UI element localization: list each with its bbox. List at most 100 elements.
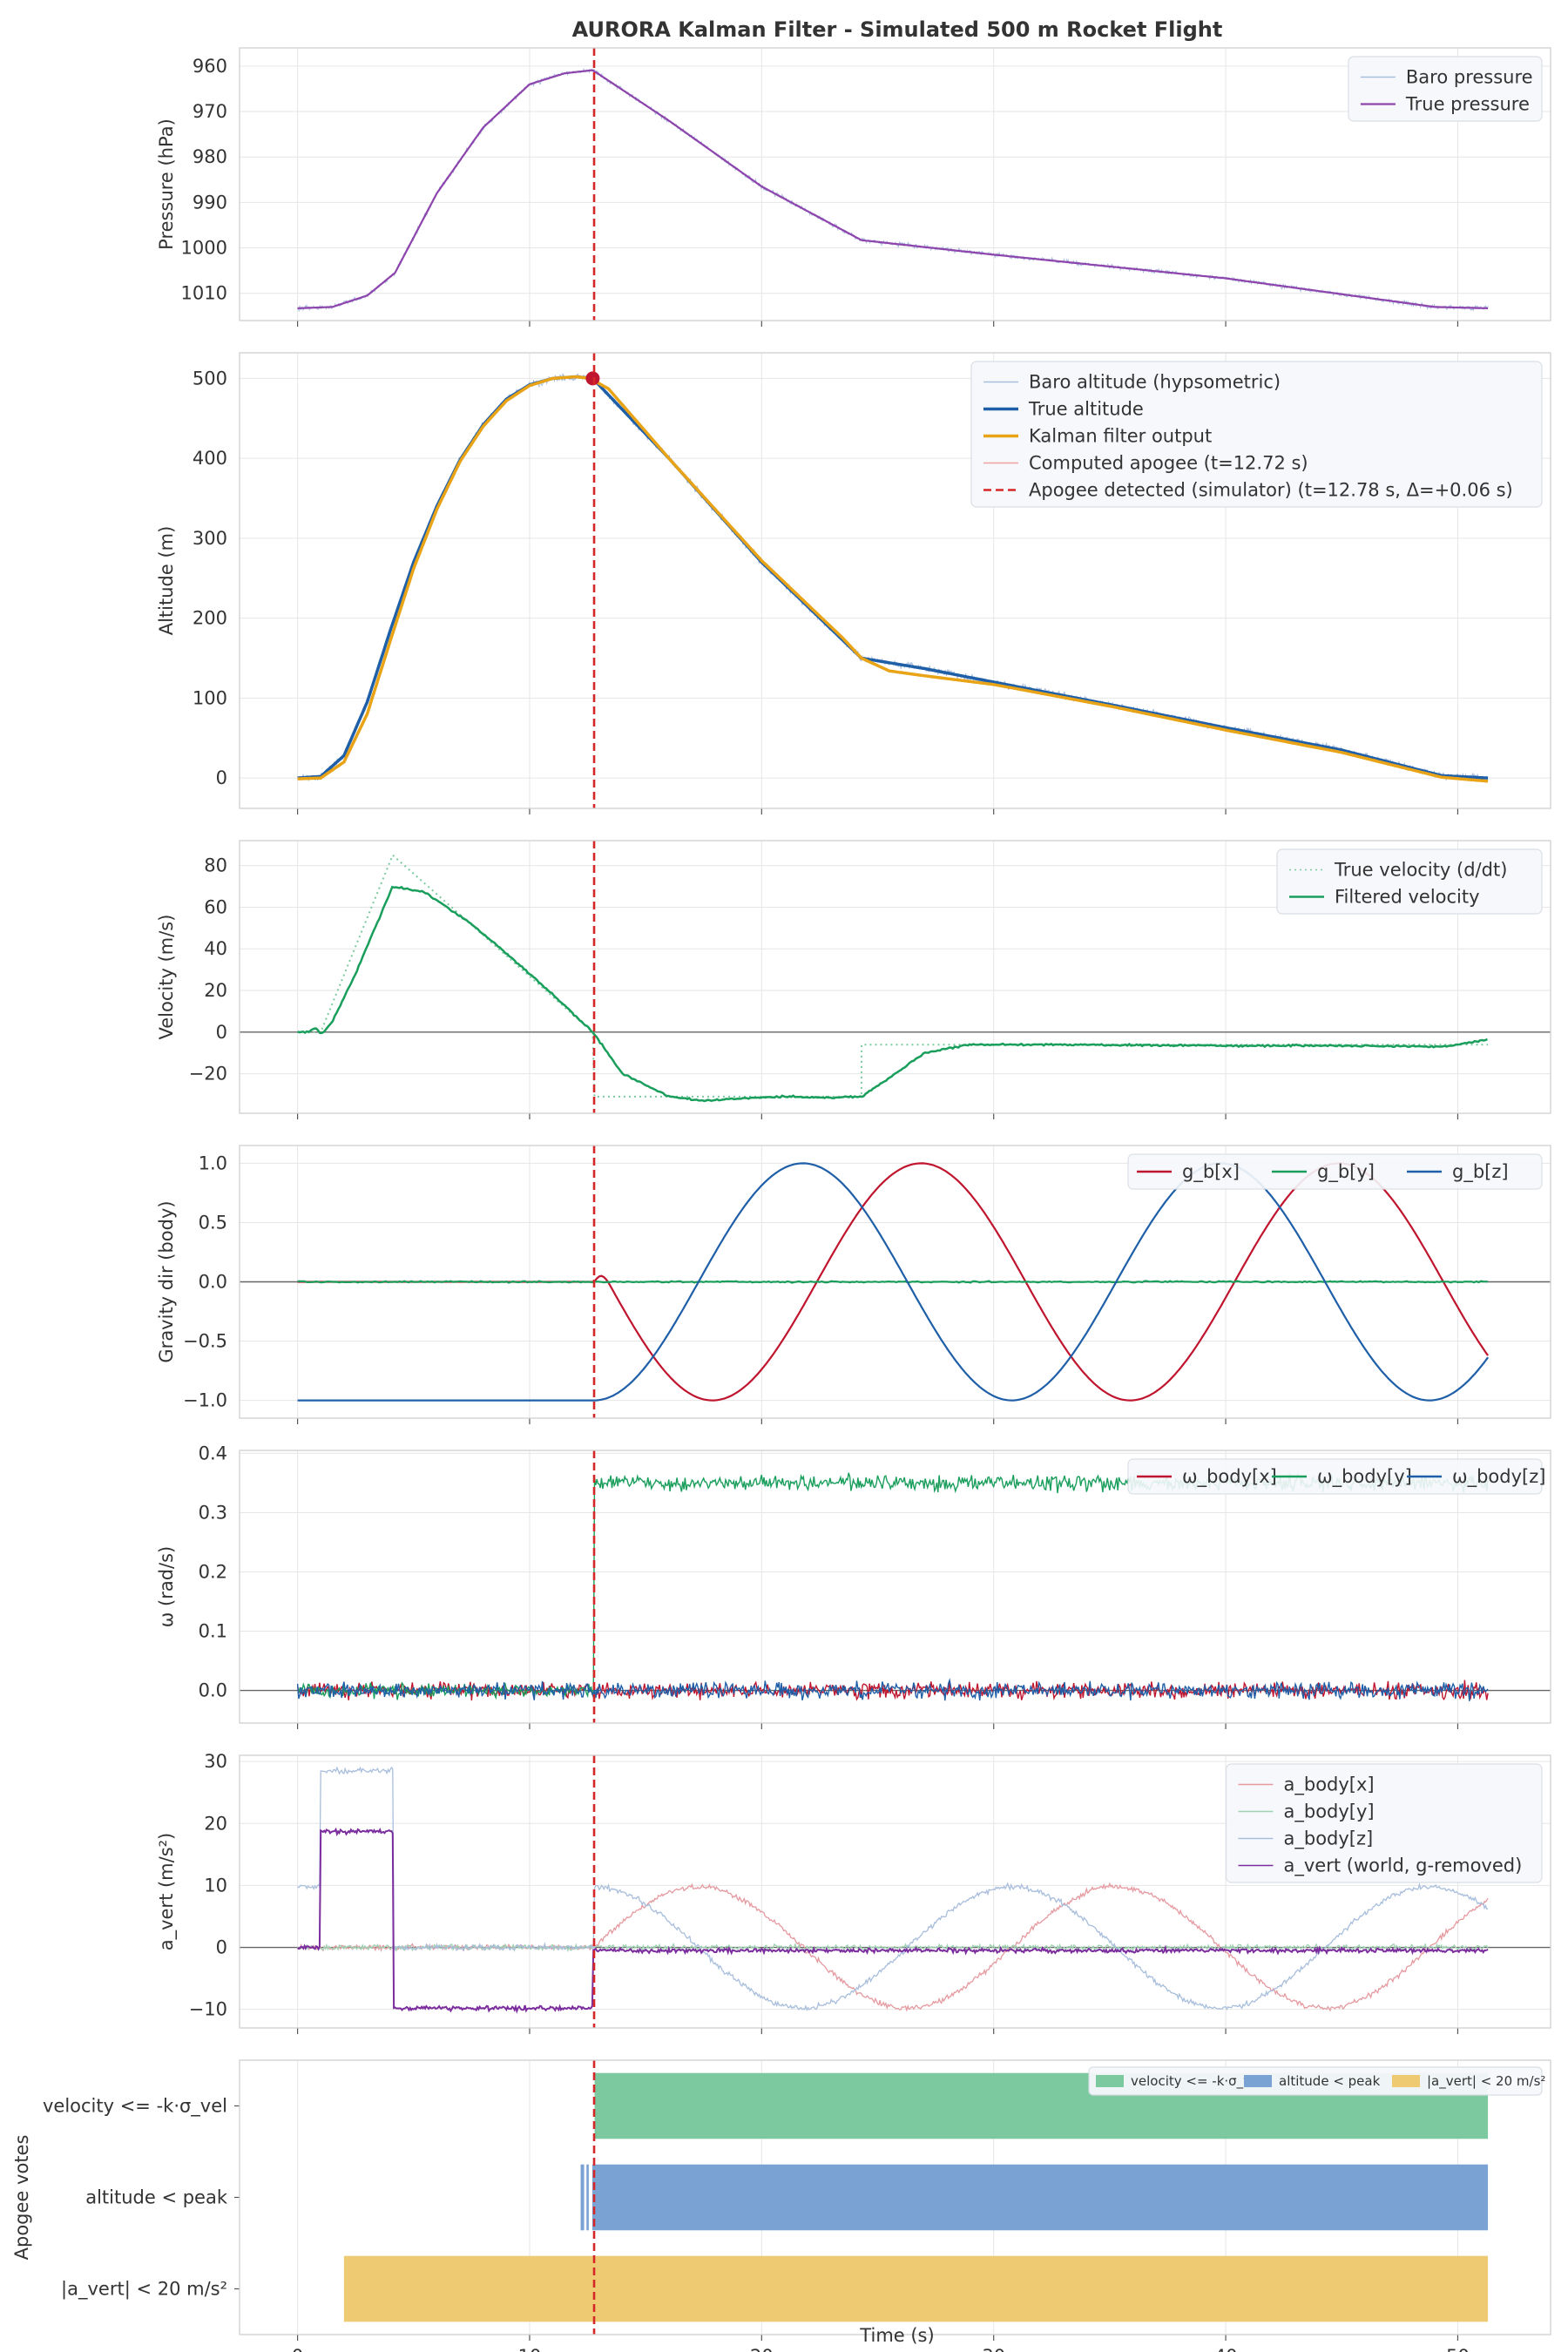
x-tick-label: 40 — [1214, 2346, 1238, 2352]
legend-box — [970, 361, 1543, 508]
y-tick-label: 0 — [216, 767, 227, 788]
y-tick-label: 0.1 — [199, 1621, 227, 1642]
legend-label: Computed apogee (t=12.72 s) — [1029, 453, 1308, 474]
legend-label: ω_body[y] — [1317, 1466, 1412, 1488]
legend-label: Filtered velocity — [1335, 887, 1480, 908]
panel-pressure: 960 970 980 990 1000 1010 Pressure (hPa) Baro p… — [156, 47, 1551, 327]
legend: a_body[x] a_body[y] a_body[z] a_vert (world… — [1225, 1763, 1543, 1883]
legend: Baro altitude (hypsometric) True altitude… — [970, 361, 1543, 508]
series-true-pressure — [297, 69, 1489, 309]
legend-box — [1127, 1153, 1543, 1190]
x-axis-label: Time (s) — [859, 2325, 934, 2346]
legend-label: Apogee detected (simulator) (t=12.78 s, … — [1029, 480, 1513, 501]
y-tick-label: 0.3 — [199, 1502, 227, 1523]
y-axis-label: a_vert (m/s²) — [156, 1833, 178, 1951]
panel-omega: 0.40.30.20.10.0ω (rad/s)ω_body[x] ω_body[… — [156, 1443, 1551, 1729]
y-axis-label: Velocity (m/s) — [156, 915, 177, 1040]
vote-category-label: |a_vert| < 20 m/s² — [61, 2279, 227, 2301]
panel-accel: 30 20 10 0 −10 a_vert (m/s²) a_body[x] a_body[y… — [156, 1751, 1551, 2034]
legend-box — [1276, 848, 1543, 915]
y-tick-label: 0.2 — [199, 1561, 227, 1582]
apogee-point-marker — [585, 371, 600, 386]
y-axis-label: ω (rad/s) — [156, 1546, 177, 1628]
panel-frame — [239, 1450, 1551, 1724]
y-tick-label: −0.5 — [183, 1331, 227, 1352]
panel-frame — [239, 352, 1551, 809]
series-baro-pressure — [297, 67, 1489, 313]
panel-velocity: 80 60 40 20 0 −20 Velocity (m/s) True velocity … — [156, 840, 1551, 1119]
legend-label: Baro pressure — [1406, 67, 1533, 88]
series-filtered-velocity — [297, 885, 1488, 1103]
legend-box — [1127, 1458, 1543, 1495]
vote-bar — [591, 2164, 1489, 2231]
legend: Baro pressure True pressure — [1348, 56, 1543, 122]
y-tick-label: 100 — [193, 687, 227, 708]
legend-label: a_body[z] — [1284, 1828, 1374, 1850]
legend: True velocity (d/dt) Filtered velocity — [1276, 848, 1543, 915]
x-tick-label: 20 — [750, 2346, 774, 2352]
legend-swatch — [1096, 2075, 1124, 2087]
y-tick-label: −20 — [189, 1064, 227, 1085]
y-axis-label: Apogee votes — [11, 2135, 32, 2261]
series-omega-y — [297, 1472, 1489, 1700]
x-tick-label: 10 — [518, 2346, 542, 2352]
y-tick-label: 0.5 — [199, 1212, 227, 1233]
series-a-body-z — [297, 1766, 1489, 2011]
legend-label: True altitude — [1028, 399, 1144, 420]
vote-bar — [580, 2164, 585, 2231]
panel-frame — [239, 2059, 1551, 2335]
y-tick-label: 30 — [204, 1751, 227, 1772]
y-tick-label: 60 — [204, 896, 227, 917]
y-tick-label: 1.0 — [199, 1152, 227, 1173]
legend-label: ω_body[z] — [1452, 1466, 1545, 1488]
legend-swatch — [1244, 2075, 1272, 2087]
y-tick-label: 0.0 — [199, 1272, 227, 1293]
legend: g_b[x] g_b[y] g_b[z] — [1127, 1153, 1543, 1190]
y-tick-label: −10 — [189, 1999, 227, 2020]
y-tick-label: 400 — [193, 448, 227, 469]
x-tick-label: 50 — [1446, 2346, 1470, 2352]
legend-label: ω_body[x] — [1182, 1466, 1277, 1488]
y-tick-label: 0.0 — [199, 1680, 227, 1701]
y-axis-label: Gravity dir (body) — [156, 1200, 177, 1362]
vote-bar — [343, 2255, 1489, 2322]
panel-altitude: 0 100 200 300 400 500 Altitude (m) Baro altitud… — [156, 352, 1551, 814]
legend-label: altitude < peak — [1279, 2073, 1381, 2089]
legend-label: g_b[x] — [1182, 1161, 1240, 1183]
legend-label: velocity <= -k·σ_vel — [1131, 2073, 1262, 2090]
y-axis-label: Altitude (m) — [156, 526, 177, 636]
y-tick-label: 0 — [216, 1022, 227, 1043]
series-omega-z — [296, 1678, 1489, 1701]
legend-box — [1088, 2066, 1543, 2096]
y-tick-label: 500 — [193, 368, 227, 389]
series-g-b-y — [297, 1280, 1489, 1284]
panel-gravity: 1.0 0.5 0.0 −0.5 −1.0 Gravity dir (body) g_b[x… — [156, 1145, 1551, 1424]
legend-label: Kalman filter output — [1029, 426, 1212, 447]
legend-label: True velocity (d/dt) — [1334, 860, 1507, 881]
legend: ω_body[x] ω_body[y] ω_body[z] — [1127, 1458, 1545, 1495]
chart-title: AURORA Kalman Filter - Simulated 500 m R… — [572, 17, 1223, 42]
legend-label: Baro altitude (hypsometric) — [1029, 372, 1281, 393]
panel-frame — [239, 47, 1551, 321]
y-tick-label: 980 — [193, 146, 227, 167]
vote-category-label: velocity <= -k·σ_vel — [43, 2096, 227, 2118]
vote-category-label: altitude < peak — [85, 2187, 228, 2208]
legend: velocity <= -k·σ_vel altitude < peak |a_ve… — [1088, 2066, 1545, 2096]
y-tick-label: 960 — [193, 56, 227, 77]
y-tick-label: 20 — [204, 1813, 227, 1834]
x-tick-label: 30 — [982, 2346, 1005, 2352]
legend-box — [1348, 56, 1543, 122]
legend-label: a_body[x] — [1284, 1774, 1375, 1796]
panel-frame — [239, 1145, 1551, 1419]
y-tick-label: 200 — [193, 608, 227, 629]
legend-label: g_b[y] — [1317, 1161, 1375, 1183]
y-tick-label: 80 — [204, 855, 227, 876]
series-g-b-z — [297, 1162, 1489, 1402]
y-tick-label: 0 — [216, 1937, 227, 1958]
legend-swatch — [1392, 2075, 1420, 2087]
y-axis-label: Pressure (hPa) — [156, 118, 177, 250]
x-tick-label: 0 — [292, 2346, 303, 2352]
y-tick-label: 40 — [204, 938, 227, 959]
series-a-body-y — [297, 1942, 1489, 1953]
